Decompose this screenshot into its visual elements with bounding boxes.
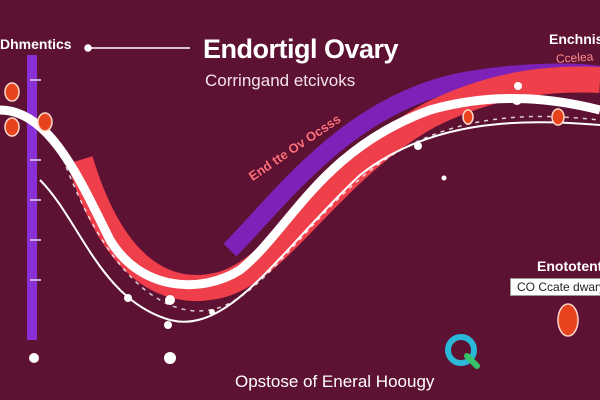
orange-markers (4, 82, 579, 337)
main-white-curve (0, 93, 600, 290)
callout-box: CO Ccate dwary (510, 278, 600, 296)
diagram-title: Endortigl Ovary (203, 34, 399, 64)
left-vertical-bar (27, 55, 37, 340)
lower-thin-curve (39, 121, 600, 323)
left-label: Dhmentics (0, 36, 72, 52)
node-markers (29, 82, 522, 364)
diagram-subtitle: Corringand etcivoks (205, 71, 356, 90)
right-top-label: Enchnis (549, 31, 600, 47)
red-band (67, 66, 600, 302)
watermark-logo-icon (445, 334, 480, 369)
title-pointer (84, 44, 190, 52)
bottom-caption: Opstose of Eneral Hoougy (235, 372, 435, 391)
right-mid-label: Enototenton (537, 258, 600, 274)
right-top-sublabel: Ccelea (555, 49, 594, 66)
dashed-guide-curve (59, 115, 600, 312)
